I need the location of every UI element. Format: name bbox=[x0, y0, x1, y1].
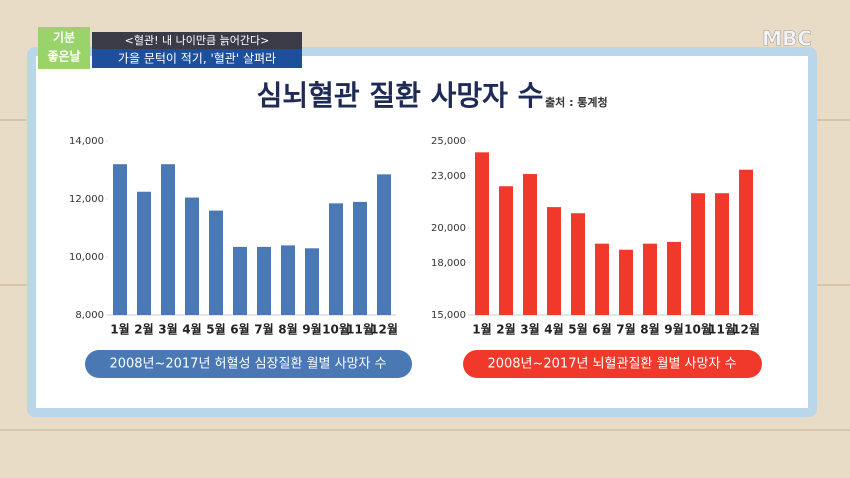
x-tick-label: 12월 bbox=[370, 322, 398, 337]
x-tick-label: 8월 bbox=[278, 322, 297, 337]
x-tick-label: 4월 bbox=[544, 322, 563, 337]
y-tick-label: 23,000 bbox=[431, 171, 466, 182]
bar bbox=[113, 164, 127, 315]
bar bbox=[257, 246, 271, 315]
headline: <혈관! 내 나이만큼 늙어간다> bbox=[125, 33, 270, 47]
subheadline-bar bbox=[92, 49, 302, 68]
bar bbox=[571, 213, 585, 315]
caption-pill-left bbox=[85, 350, 412, 378]
bar bbox=[281, 245, 295, 315]
x-tick-label: 11월 bbox=[346, 322, 374, 337]
x-tick-label: 4월 bbox=[182, 322, 201, 337]
y-tick-label: 12,000 bbox=[69, 194, 104, 205]
y-tick-label: 20,000 bbox=[431, 223, 466, 234]
x-tick-label: 9월 bbox=[664, 322, 683, 337]
x-tick-label: 10월 bbox=[684, 322, 712, 337]
bar bbox=[715, 193, 729, 315]
y-tick-label: 10,000 bbox=[69, 252, 104, 263]
y-tick-label: 8,000 bbox=[75, 310, 104, 321]
chart-caption: 2008년~2017년 허혈성 심장질환 월별 사망자 수 bbox=[109, 357, 386, 372]
x-tick-label: 2월 bbox=[496, 322, 515, 337]
y-tick-label: 15,000 bbox=[431, 310, 466, 321]
x-tick-label: 12월 bbox=[732, 322, 760, 337]
x-tick-label: 2월 bbox=[134, 322, 153, 337]
bar bbox=[475, 152, 489, 315]
x-tick-label: 10월 bbox=[322, 322, 350, 337]
x-tick-label: 1월 bbox=[110, 322, 129, 337]
channel-logo: MBC bbox=[762, 27, 812, 51]
x-tick-label: 3월 bbox=[158, 322, 177, 337]
x-tick-label: 9월 bbox=[302, 322, 321, 337]
bar bbox=[691, 193, 705, 315]
bar bbox=[329, 203, 343, 315]
caption-pill-right bbox=[463, 350, 762, 378]
show-logo bbox=[38, 27, 90, 69]
x-tick-label: 3월 bbox=[520, 322, 539, 337]
source: 출처 : 통계청 bbox=[545, 95, 608, 109]
logo-text: 기분 bbox=[53, 30, 75, 45]
logo-text: 좋은날 bbox=[47, 49, 80, 64]
bar bbox=[523, 174, 537, 315]
y-tick-label: 25,000 bbox=[431, 136, 466, 147]
x-tick-label: 6월 bbox=[592, 322, 611, 337]
bar bbox=[739, 169, 753, 315]
page-title: 심뇌혈관 질환 사망자 수 bbox=[257, 79, 544, 112]
bar bbox=[137, 191, 151, 315]
x-tick-label: 5월 bbox=[206, 322, 225, 337]
bar bbox=[233, 246, 247, 315]
bar bbox=[547, 207, 561, 315]
bar bbox=[185, 197, 199, 315]
x-tick-label: 6월 bbox=[230, 322, 249, 337]
y-tick-label: 18,000 bbox=[431, 258, 466, 269]
bar bbox=[377, 174, 391, 315]
x-tick-label: 7월 bbox=[254, 322, 273, 337]
bar bbox=[595, 243, 609, 315]
x-tick-label: 11월 bbox=[708, 322, 736, 337]
bar bbox=[353, 201, 367, 315]
subheadline: 가을 문턱이 적기, '혈관' 살펴라 bbox=[118, 52, 276, 66]
headline-bar bbox=[92, 32, 302, 49]
bar bbox=[161, 164, 175, 315]
x-tick-label: 5월 bbox=[568, 322, 587, 337]
y-tick-label: 14,000 bbox=[69, 136, 104, 147]
bar bbox=[667, 241, 681, 315]
chart-caption: 2008년~2017년 뇌혈관질환 월별 사망자 수 bbox=[487, 357, 736, 372]
bar bbox=[499, 186, 513, 315]
bar bbox=[209, 210, 223, 315]
x-tick-label: 7월 bbox=[616, 322, 635, 337]
bar bbox=[305, 248, 319, 315]
x-tick-label: 1월 bbox=[472, 322, 491, 337]
bar bbox=[619, 249, 633, 315]
x-tick-label: 8월 bbox=[640, 322, 659, 337]
bar bbox=[643, 243, 657, 315]
